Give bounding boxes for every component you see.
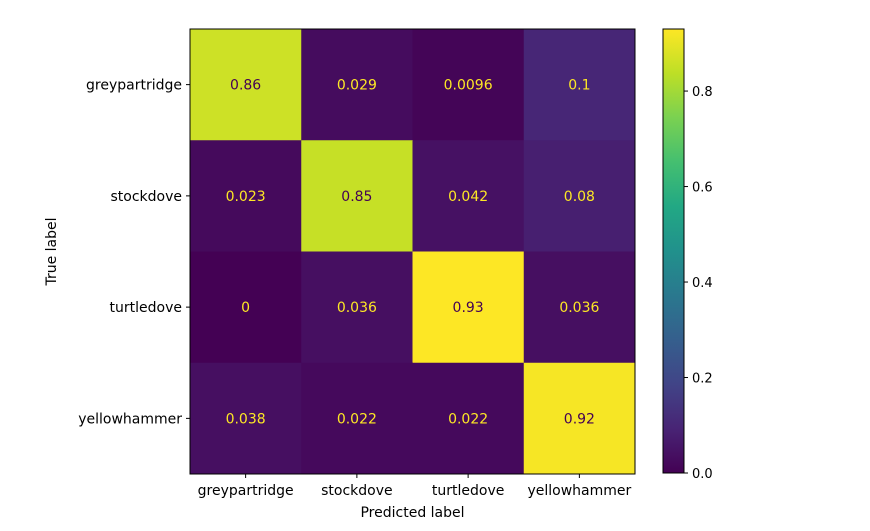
y-axis-label: True label bbox=[44, 217, 60, 286]
x-axis-label: Predicted label bbox=[360, 505, 464, 521]
heatmap-cell bbox=[190, 29, 302, 141]
heatmap-cell bbox=[301, 251, 413, 364]
cell-value-label: 0.038 bbox=[226, 411, 266, 427]
cell-value-label: 0.036 bbox=[559, 300, 599, 316]
y-tick-label: stockdove bbox=[110, 189, 182, 205]
heatmap-cell bbox=[301, 29, 413, 141]
heatmap-cell bbox=[190, 362, 302, 475]
heatmap-cell bbox=[412, 29, 525, 141]
cell-value-label: 0.029 bbox=[337, 78, 377, 94]
colorbar-tick-label: 0.2 bbox=[692, 372, 713, 387]
heatmap-cell bbox=[301, 140, 413, 252]
plot-frame bbox=[189, 28, 636, 475]
heatmap-cell bbox=[523, 251, 636, 364]
cell-value-label: 0.93 bbox=[453, 300, 484, 316]
cell-value-label: 0.1 bbox=[568, 78, 590, 94]
heatmap-cell bbox=[523, 140, 636, 252]
x-tick-label: yellowhammer bbox=[527, 483, 631, 499]
cell-value-label: 0.042 bbox=[448, 189, 488, 205]
colorbar-tick-label: 0.6 bbox=[692, 181, 713, 196]
x-tick-label: greypartridge bbox=[198, 483, 294, 499]
cell-value-label: 0.0096 bbox=[444, 78, 493, 94]
colorbar-tick-label: 0.0 bbox=[692, 467, 713, 482]
cell-value-label: 0.86 bbox=[230, 78, 261, 94]
x-axis-ticks: greypartridge stockdove turtledove yellowha… bbox=[198, 474, 632, 499]
colorbar-tick-label: 0.4 bbox=[692, 276, 713, 291]
cell-value-label: 0.92 bbox=[564, 411, 595, 427]
colorbar-ticks: 0.0 0.2 0.4 0.6 0.8 bbox=[684, 85, 713, 482]
cell-value-label: 0.08 bbox=[564, 189, 595, 205]
cell-value-label: 0.022 bbox=[337, 411, 377, 427]
cell-value-label: 0.023 bbox=[226, 189, 266, 205]
y-tick-label: greypartridge bbox=[86, 78, 182, 94]
heatmap-cells: 0.86 0.029 0.0096 0.1 0.023 0.85 0.042 0.08 0 0.0… bbox=[190, 29, 636, 475]
y-tick-label: yellowhammer bbox=[78, 411, 182, 427]
heatmap-cell bbox=[412, 251, 525, 364]
x-tick-label: stockdove bbox=[321, 483, 393, 499]
heatmap-cell bbox=[523, 29, 636, 141]
colorbar-tick-label: 0.8 bbox=[692, 85, 713, 100]
heatmap-cell bbox=[190, 251, 302, 364]
x-tick-label: turtledove bbox=[432, 483, 504, 499]
cell-value-label: 0 bbox=[241, 300, 250, 316]
cell-value-label: 0.036 bbox=[337, 300, 377, 316]
heatmap-cell bbox=[412, 140, 525, 252]
heatmap-cell bbox=[190, 140, 302, 252]
cell-value-label: 0.022 bbox=[448, 411, 488, 427]
heatmap-cell bbox=[301, 362, 413, 475]
colorbar bbox=[662, 28, 685, 474]
y-tick-label: turtledove bbox=[110, 300, 182, 316]
heatmap-cell bbox=[523, 362, 636, 475]
heatmap-cell bbox=[412, 362, 525, 475]
y-axis-ticks: greypartridge stockdove turtledove yellowha… bbox=[78, 78, 190, 427]
cell-value-label: 0.85 bbox=[341, 189, 372, 205]
